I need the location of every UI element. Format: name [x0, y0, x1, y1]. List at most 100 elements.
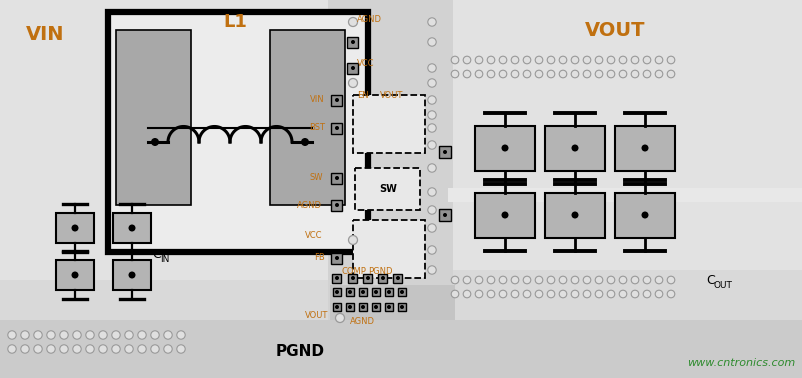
Circle shape — [395, 276, 399, 280]
Circle shape — [582, 56, 590, 64]
Circle shape — [427, 96, 435, 104]
Circle shape — [427, 164, 435, 172]
Circle shape — [366, 276, 370, 280]
Text: SW: SW — [379, 184, 396, 194]
Circle shape — [427, 79, 435, 87]
Circle shape — [59, 345, 68, 353]
Circle shape — [348, 79, 357, 87]
Bar — [331, 253, 342, 263]
Circle shape — [558, 290, 566, 298]
Bar — [545, 125, 604, 170]
Bar — [56, 260, 94, 290]
Bar — [332, 274, 341, 282]
Circle shape — [606, 290, 614, 298]
Circle shape — [546, 290, 554, 298]
Text: VOUT: VOUT — [379, 91, 403, 101]
Circle shape — [594, 56, 602, 64]
Circle shape — [463, 56, 470, 64]
Circle shape — [558, 56, 566, 64]
Bar — [393, 274, 402, 282]
Bar — [113, 213, 151, 243]
Circle shape — [451, 276, 458, 284]
Circle shape — [535, 56, 542, 64]
Circle shape — [558, 70, 566, 78]
Circle shape — [387, 305, 391, 309]
Circle shape — [73, 331, 81, 339]
Circle shape — [618, 290, 626, 298]
Circle shape — [347, 290, 351, 294]
Circle shape — [59, 331, 68, 339]
Circle shape — [487, 276, 494, 284]
Circle shape — [361, 305, 365, 309]
Circle shape — [570, 290, 578, 298]
Circle shape — [399, 305, 403, 309]
Circle shape — [151, 345, 159, 353]
Text: VCC: VCC — [304, 231, 322, 240]
Bar — [346, 303, 354, 311]
Circle shape — [21, 345, 29, 353]
Circle shape — [427, 18, 435, 26]
Circle shape — [546, 56, 554, 64]
Bar — [354, 168, 419, 210]
Circle shape — [523, 70, 530, 78]
Text: www.cntronics.com: www.cntronics.com — [686, 358, 794, 368]
Circle shape — [350, 276, 354, 280]
Circle shape — [86, 345, 94, 353]
Bar — [107, 12, 367, 252]
Circle shape — [606, 70, 614, 78]
Circle shape — [427, 64, 435, 72]
Circle shape — [654, 70, 662, 78]
Circle shape — [475, 56, 482, 64]
Bar — [545, 192, 604, 237]
Circle shape — [374, 305, 378, 309]
Bar — [353, 95, 424, 153]
Circle shape — [73, 345, 81, 353]
Circle shape — [86, 331, 94, 339]
Text: PGND: PGND — [367, 266, 392, 276]
Circle shape — [511, 70, 518, 78]
Circle shape — [475, 70, 482, 78]
Circle shape — [475, 290, 482, 298]
Bar — [0, 0, 330, 280]
Bar — [358, 288, 367, 296]
Circle shape — [427, 266, 435, 274]
Circle shape — [582, 290, 590, 298]
Circle shape — [630, 56, 638, 64]
Circle shape — [487, 290, 494, 298]
Bar — [333, 288, 341, 296]
Circle shape — [164, 331, 172, 339]
Circle shape — [427, 224, 435, 232]
Bar — [115, 30, 191, 205]
Circle shape — [571, 212, 577, 218]
Circle shape — [606, 56, 614, 64]
Circle shape — [501, 144, 508, 152]
Circle shape — [427, 206, 435, 214]
Circle shape — [535, 70, 542, 78]
Text: VCC: VCC — [357, 59, 374, 68]
Circle shape — [443, 213, 447, 217]
Circle shape — [334, 176, 338, 180]
Text: C: C — [152, 248, 160, 262]
Circle shape — [151, 138, 159, 146]
Circle shape — [654, 290, 662, 298]
Text: COMP: COMP — [342, 266, 367, 276]
Circle shape — [546, 70, 554, 78]
Circle shape — [348, 17, 357, 26]
Circle shape — [511, 56, 518, 64]
Circle shape — [128, 225, 136, 231]
Circle shape — [350, 40, 354, 44]
Circle shape — [350, 66, 354, 70]
Circle shape — [546, 276, 554, 284]
Text: SW: SW — [309, 174, 322, 183]
Bar — [358, 303, 367, 311]
Circle shape — [642, 56, 650, 64]
Bar — [327, 0, 452, 320]
Bar — [378, 274, 387, 282]
Bar — [347, 37, 358, 48]
Circle shape — [124, 331, 133, 339]
Circle shape — [451, 70, 458, 78]
Bar — [448, 0, 802, 270]
Bar — [113, 260, 151, 290]
Bar — [448, 188, 802, 202]
Text: AGND: AGND — [297, 200, 322, 209]
